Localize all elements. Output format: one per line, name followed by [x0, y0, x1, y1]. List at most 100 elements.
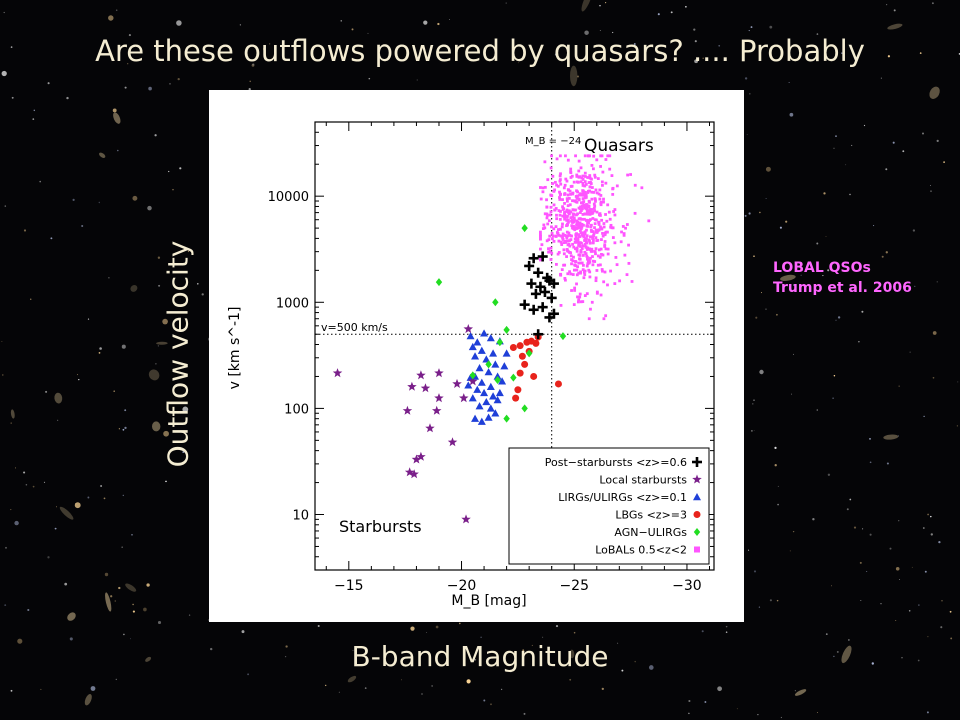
lobal-point	[553, 208, 557, 212]
star-point	[432, 405, 442, 415]
lobal-point	[583, 212, 587, 216]
lobal-point	[578, 295, 582, 299]
y-tick-label: 10000	[268, 190, 309, 205]
star-dot	[922, 527, 925, 529]
lobal-point	[562, 252, 566, 256]
star-dot	[599, 4, 601, 7]
lobal-point	[573, 218, 576, 222]
square-point	[629, 173, 632, 176]
lobal-point	[578, 292, 582, 296]
star-dot	[685, 6, 687, 8]
star-dot	[825, 236, 827, 238]
lobal-point	[614, 256, 618, 259]
lobal-point	[583, 206, 587, 210]
lobal-point	[595, 191, 599, 195]
star-dot	[108, 15, 114, 21]
lobal-point	[594, 218, 598, 222]
star-dot	[554, 53, 558, 56]
lobal-point	[574, 260, 577, 263]
lobal-point	[601, 231, 604, 235]
lobal-point	[604, 314, 608, 318]
lobal-point	[576, 295, 579, 299]
star-dot	[324, 684, 327, 687]
lobal-point	[609, 225, 613, 229]
lobal-point	[597, 223, 601, 226]
star-dot	[788, 82, 790, 83]
lobal-point	[588, 218, 591, 222]
lobal-point	[546, 178, 550, 182]
lobal-point	[575, 223, 578, 227]
lobal-point	[582, 270, 586, 274]
diamond-point	[503, 325, 510, 334]
circle-point	[521, 360, 529, 368]
circle-point	[532, 339, 540, 347]
star-dot	[930, 515, 932, 518]
star-dot	[249, 80, 251, 83]
lobal-point	[602, 200, 605, 204]
star-dot	[634, 660, 636, 663]
star-dot	[39, 180, 41, 183]
lobal-point	[566, 218, 570, 222]
lobal-point	[582, 234, 585, 238]
lobal-point	[600, 238, 603, 241]
square-point	[545, 239, 549, 243]
lobal-point	[572, 224, 575, 228]
star-dot	[241, 630, 245, 634]
star-dot	[861, 310, 864, 313]
lobal-point	[594, 188, 598, 192]
lobal-point	[567, 220, 570, 224]
star-dot	[98, 201, 101, 204]
lobal-point	[595, 290, 599, 294]
galaxy-blob	[54, 392, 63, 404]
lobal-point	[609, 223, 613, 227]
lobal-point	[552, 239, 556, 243]
lobal-point	[539, 237, 542, 241]
lobal-point	[583, 194, 587, 198]
magnitude-reference-label: M_B = −24	[525, 136, 581, 147]
lobal-point	[588, 275, 592, 279]
star-dot	[368, 77, 371, 80]
star-dot	[201, 293, 204, 296]
lobal-point	[589, 256, 592, 260]
lobal-point	[578, 211, 582, 214]
star-dot	[751, 430, 753, 432]
lobal-point	[559, 210, 562, 213]
lobal-point	[598, 255, 602, 259]
lobal-point	[572, 303, 576, 306]
lobal-point	[580, 207, 584, 211]
starbursts-annotation: Starbursts	[339, 517, 422, 536]
star-dot	[104, 572, 109, 577]
lobal-point	[603, 233, 607, 237]
square-point	[590, 300, 594, 304]
galaxy-blob	[569, 649, 575, 659]
lobal-point	[568, 189, 572, 193]
lobal-point	[603, 231, 607, 235]
lobal-point	[572, 255, 575, 259]
triangle-point	[468, 342, 477, 351]
star-point	[404, 467, 415, 477]
galaxy-blob	[84, 694, 92, 706]
lobal-point	[589, 248, 592, 252]
lobal-point	[581, 189, 585, 192]
diamond-point	[469, 371, 476, 380]
lobal-point	[583, 250, 587, 254]
star-point	[407, 381, 417, 391]
lobal-point	[566, 249, 570, 253]
star-dot	[182, 406, 189, 413]
star-dot	[576, 75, 580, 78]
star-dot	[4, 604, 7, 606]
star-dot	[893, 9, 896, 12]
lobal-point	[539, 235, 542, 239]
lobal-point	[556, 252, 560, 256]
star-dot	[932, 376, 935, 379]
star-dot	[364, 687, 367, 689]
lobal-point	[594, 252, 597, 256]
lobal-point	[603, 243, 607, 247]
lobal-point	[584, 183, 588, 186]
lobal-point	[618, 279, 622, 283]
galaxy-blob	[125, 583, 137, 592]
star-dot	[32, 485, 35, 488]
lobal-point	[591, 235, 595, 239]
star-dot	[612, 31, 614, 34]
star-dot	[555, 625, 559, 628]
